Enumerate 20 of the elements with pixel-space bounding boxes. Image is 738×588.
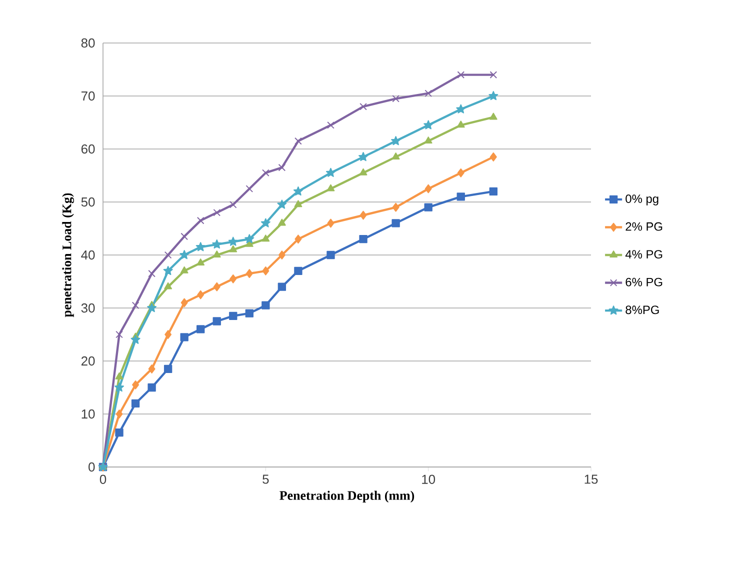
y-tick-label: 0 (88, 462, 95, 472)
legend-label: 2% PG (626, 222, 662, 231)
x-tick-label: 5 (262, 474, 269, 484)
x-tick-label: 10 (422, 474, 436, 484)
y-tick-label: 30 (81, 303, 95, 313)
y-axis-title: penetration Load (Kg) (62, 193, 74, 318)
x-axis-title: Penetration Depth (mm) (280, 490, 414, 503)
y-tick-label: 60 (81, 144, 95, 154)
x-tick-label: 0 (100, 474, 106, 484)
legend-label: 4% PG (625, 250, 662, 259)
y-tick-label: 20 (81, 356, 95, 366)
x-tick-label: 15 (584, 474, 598, 484)
legend-label: 8%PG (626, 306, 659, 314)
legend-label: 0% pg (626, 194, 658, 206)
legend-label: 6% PG (626, 278, 662, 286)
y-tick-label: 10 (82, 409, 95, 419)
y-tick-label: 80 (81, 38, 95, 48)
y-tick-label: 70 (81, 91, 95, 101)
y-tick-label: 50 (81, 197, 95, 207)
y-tick-label: 40 (81, 250, 95, 260)
